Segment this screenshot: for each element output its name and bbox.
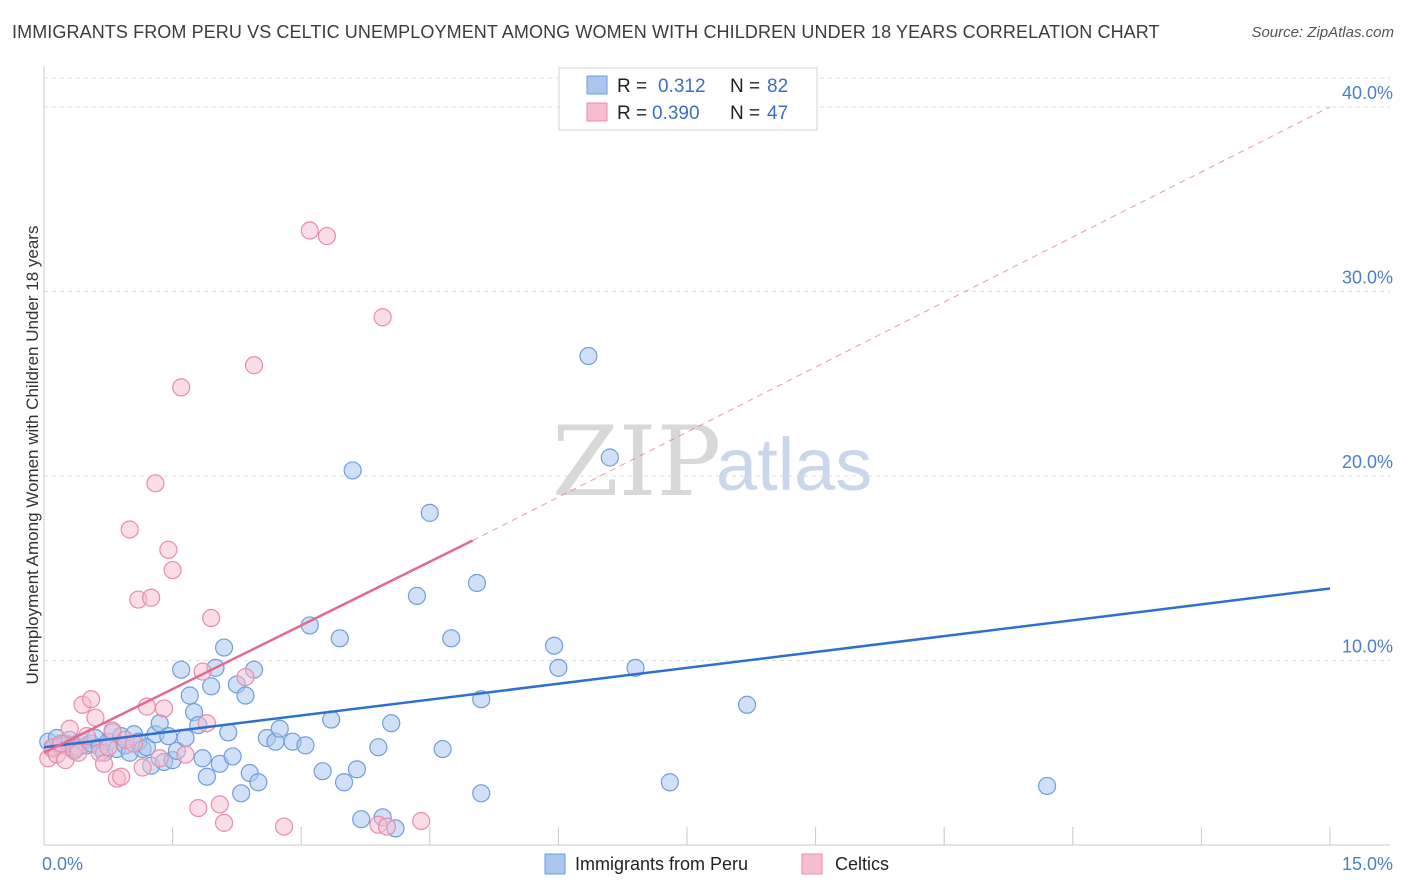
point-celtics-46: [412, 811, 431, 831]
point-peru-42: [219, 723, 238, 742]
point-peru-32: [176, 728, 195, 748]
point-peru-60: [343, 461, 362, 480]
y-tick-label-40: 40.0%: [1342, 83, 1393, 103]
legend-swatch-blue: [586, 75, 608, 95]
legend-n-label-pink: N =: [730, 103, 760, 124]
watermark-atlas: atlas: [716, 423, 872, 506]
bottom-legend-swatch-pink: [801, 853, 823, 875]
point-celtics-30: [172, 378, 191, 397]
point-peru-65: [382, 714, 401, 733]
series-celtics: [39, 221, 431, 836]
point-peru-52: [270, 719, 289, 738]
point-peru-79: [660, 773, 679, 792]
point-peru-80: [737, 695, 757, 714]
point-peru-46: [236, 686, 255, 705]
legend-swatch-pink: [586, 102, 608, 122]
point-peru-45: [232, 784, 251, 803]
legend-n-value-blue: 82: [767, 76, 788, 97]
chart-title: IMMIGRANTS FROM PERU VS CELTIC UNEMPLOYM…: [12, 22, 1160, 42]
point-celtics-38: [236, 667, 255, 687]
legend-r-label-pink: R =: [617, 103, 647, 124]
legend-r-label-blue: R =: [617, 76, 647, 97]
legend-n-label-blue: N =: [730, 76, 760, 97]
point-peru-69: [433, 739, 452, 759]
bottom-legend: Immigrants from Peru Celtics: [544, 853, 889, 875]
point-peru-49: [249, 773, 268, 792]
point-celtics-37: [214, 813, 234, 832]
point-celtics-24: [142, 588, 161, 607]
axes: [43, 66, 1390, 846]
point-celtics-36: [210, 795, 229, 814]
point-peru-33: [180, 686, 199, 705]
point-peru-56: [313, 762, 332, 781]
y-axis-label: Unemployment Among Women with Children U…: [23, 226, 42, 685]
point-celtics-19: [120, 520, 139, 539]
point-celtics-35: [202, 608, 221, 628]
point-peru-61: [347, 760, 367, 779]
point-celtics-40: [274, 817, 294, 836]
point-celtics-28: [159, 540, 178, 559]
point-celtics-7: [69, 743, 88, 762]
point-peru-78: [626, 658, 645, 677]
point-celtics-44: [373, 308, 392, 327]
point-peru-41: [214, 638, 234, 657]
y-tick-label-10: 10.0%: [1342, 636, 1393, 656]
source-label: Source: ZipAtlas.com: [1251, 24, 1394, 41]
legend-n-value-pink: 47: [767, 103, 788, 124]
bottom-legend-label-blue: Immigrants from Peru: [575, 854, 748, 874]
point-peru-59: [334, 773, 354, 792]
point-celtics-27: [154, 699, 174, 718]
legend-r-value-pink: 0.390: [652, 103, 700, 124]
point-peru-67: [407, 586, 427, 605]
x-tick-label-max: 15.0%: [1342, 854, 1393, 874]
point-celtics-45: [377, 817, 397, 836]
point-peru-71: [467, 573, 487, 593]
point-celtics-29: [163, 560, 182, 580]
point-peru-62: [352, 810, 371, 829]
point-celtics-13: [94, 754, 114, 773]
point-peru-36: [193, 749, 212, 768]
point-peru-68: [420, 503, 439, 522]
point-peru-37: [197, 767, 216, 786]
point-peru-43: [223, 747, 242, 766]
point-peru-70: [442, 629, 461, 648]
legend: R = 0.312 N = 82 R = 0.390 N = 47: [558, 67, 818, 131]
bottom-legend-label-pink: Celtics: [835, 854, 889, 874]
trend-line-celtics: [43, 539, 474, 754]
point-celtics-25: [146, 474, 165, 493]
bottom-legend-swatch-blue: [544, 853, 566, 875]
trend-line-peru: [43, 587, 1331, 749]
point-peru-74: [545, 636, 564, 655]
point-peru-63: [369, 738, 388, 757]
point-peru-75: [549, 658, 568, 677]
y-tick-label-30: 30.0%: [1342, 267, 1393, 287]
point-peru-31: [172, 660, 191, 679]
watermark-zip: ZIP: [552, 406, 721, 518]
legend-r-value-blue: 0.312: [658, 76, 706, 97]
point-peru-77: [600, 448, 619, 467]
trend-lines: [43, 106, 1331, 754]
point-celtics-17: [112, 767, 131, 786]
point-celtics-26: [150, 749, 169, 768]
point-celtics-41: [300, 221, 319, 240]
point-peru-72: [472, 784, 491, 803]
y-tick-label-20: 20.0%: [1342, 452, 1393, 472]
point-celtics-32: [189, 798, 208, 818]
point-peru-81: [1037, 776, 1057, 796]
point-peru-54: [296, 736, 315, 755]
point-celtics-39: [244, 356, 264, 375]
point-celtics-31: [176, 745, 195, 764]
x-tick-label-min: 0.0%: [42, 854, 83, 874]
point-peru-38: [202, 677, 221, 696]
point-celtics-10: [82, 690, 101, 709]
point-celtics-22: [133, 758, 152, 777]
point-peru-76: [579, 346, 598, 366]
point-celtics-42: [317, 226, 337, 246]
point-peru-58: [330, 629, 349, 648]
point-celtics-34: [197, 714, 216, 733]
tick-labels: 10.0% 20.0% 30.0% 40.0% 0.0% 15.0%: [42, 83, 1393, 874]
series-immigrants-from-peru: [39, 346, 1057, 838]
point-celtics-5: [60, 719, 79, 738]
